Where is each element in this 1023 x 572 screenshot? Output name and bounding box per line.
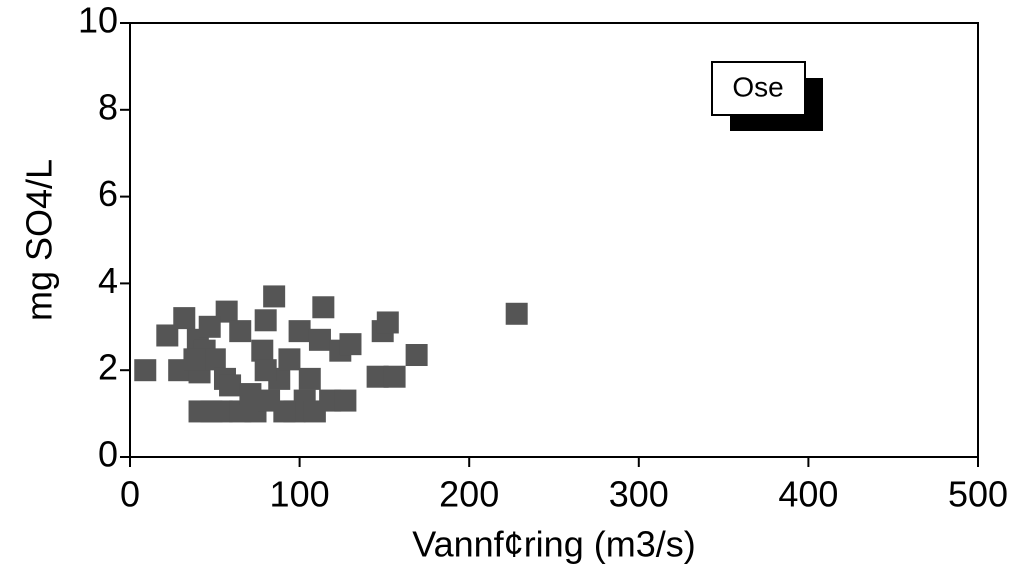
marker (215, 300, 238, 323)
marker (219, 374, 242, 397)
marker (298, 367, 321, 390)
y-axis-title: mg SO4/L (19, 159, 60, 321)
marker (288, 320, 311, 343)
marker (312, 296, 335, 319)
marker (303, 400, 326, 423)
marker (239, 383, 262, 406)
marker (134, 359, 157, 382)
marker (278, 348, 301, 371)
x-tick-label: 100 (270, 474, 330, 515)
x-tick-label: 0 (120, 474, 140, 515)
marker (183, 348, 206, 371)
marker (210, 400, 233, 423)
marker (383, 365, 406, 388)
x-tick-label: 300 (609, 474, 669, 515)
legend-label: Ose (732, 71, 783, 102)
marker (339, 333, 362, 356)
marker (273, 400, 296, 423)
marker (505, 302, 528, 325)
marker (366, 365, 389, 388)
marker (405, 344, 428, 367)
marker (263, 285, 286, 308)
x-axis-title: Vannf¢ring (m3/s) (412, 524, 695, 565)
y-tick-label: 2 (98, 347, 118, 388)
marker (198, 315, 221, 338)
marker (229, 320, 252, 343)
marker (254, 309, 277, 332)
x-tick-label: 500 (948, 474, 1008, 515)
y-tick-label: 4 (98, 260, 118, 301)
legend-box (711, 61, 806, 116)
marker (156, 324, 179, 347)
y-tick-label: 0 (98, 434, 118, 475)
marker (334, 389, 357, 412)
marker (203, 348, 226, 371)
y-tick-label: 6 (98, 173, 118, 214)
y-tick-label: 8 (98, 86, 118, 127)
x-tick-label: 400 (778, 474, 838, 515)
marker (229, 400, 252, 423)
marker (376, 311, 399, 334)
marker (173, 307, 196, 330)
y-tick-label: 10 (78, 0, 118, 41)
plot-frame (129, 22, 979, 458)
marker (188, 400, 211, 423)
x-tick-label: 200 (439, 474, 499, 515)
marker (308, 328, 331, 351)
marker (254, 359, 277, 382)
marker (251, 339, 274, 362)
